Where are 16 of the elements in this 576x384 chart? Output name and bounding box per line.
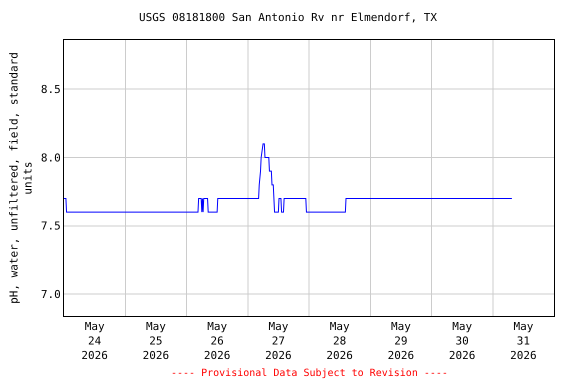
text: ---- Provisional Data Subject to Revision ----: [171, 368, 448, 379]
x-tick-label: May 31 2026: [510, 320, 537, 362]
y-tick-label: 7.0: [40, 288, 61, 301]
x-tick-label: May 27 2026: [265, 320, 292, 362]
line-series: [64, 143, 512, 213]
x-tick-label: May 26 2026: [204, 320, 230, 362]
x-tick-label: May 28 2026: [326, 320, 353, 362]
x-tick-label: May 29 2026: [388, 320, 414, 362]
x-tick-label: May 24 2026: [81, 320, 108, 362]
y-tick-label: 7.5: [40, 220, 61, 233]
y-tick-label: 8.0: [40, 151, 61, 164]
x-tick-label: May 25 2026: [142, 320, 170, 362]
x-tick-label: May 30 2026: [448, 320, 476, 362]
y-tick-label: 8.5: [40, 83, 61, 96]
y-axis-title: pH, water, unfiltered, field, standard units: [7, 52, 35, 304]
chart-title: USGS 08181800 San Antonio Rv nr Elmendorf, TX: [138, 11, 438, 24]
